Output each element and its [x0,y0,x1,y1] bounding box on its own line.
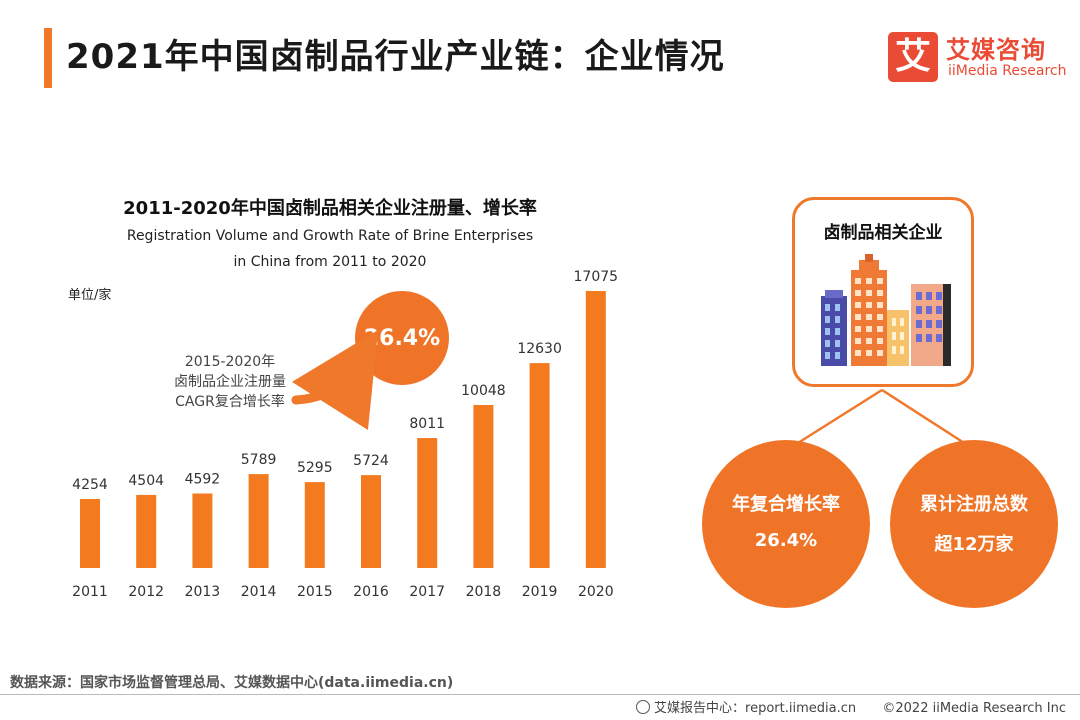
bars-layer: 4254 2011 4504 2012 4592 2013 5789 2014 5295 2015… [72,269,618,600]
chart-subtitle-line1: Registration Volume and Growth Rate of B… [126,228,534,244]
bar-value-label-2016: 5724 [353,453,389,469]
globe-icon [636,700,651,714]
cagr-circle: 年复合增长率 26.4% [702,440,870,608]
x-tick-label-2016: 2016 [353,584,389,600]
bar-value-label-2018: 10048 [461,383,506,399]
bar-2014 [248,474,269,568]
x-tick-label-2020: 2020 [578,584,614,600]
logo-name-en: iiMedia Research [948,63,1067,79]
bar-value-label-2013: 4592 [185,472,221,488]
cagr-note-line2: 卤制品企业注册量 [174,374,286,390]
cagr-arrow-icon [291,329,379,431]
x-tick-label-2011: 2011 [72,584,108,600]
bar-value-label-2012: 4504 [128,473,164,489]
cagr-note-line3: CAGR复合增长率 [175,394,285,410]
buildings-icon [821,254,951,366]
chart-subtitle-line2: in China from 2011 to 2020 [233,254,427,270]
bar-value-label-2020: 17075 [574,269,619,285]
report-center-link[interactable]: 艾媒报告中心：report.iimedia.cn [654,701,857,716]
logo-name-cn: 艾媒咨询 [946,36,1046,64]
bar-2013 [192,493,213,568]
footer: 艾媒报告中心：report.iimedia.cn ©2022 iiMedia R… [636,697,1066,716]
bar-2019 [529,363,550,568]
bar-2016 [361,475,381,568]
company-box: 卤制品相关企业 [792,197,974,387]
bar-2018 [473,404,494,568]
x-tick-label-2017: 2017 [409,584,445,600]
cagr-note: 2015-2020年 卤制品企业注册量 CAGR复合增长率 [150,352,310,412]
x-tick-label-2012: 2012 [128,584,164,600]
total-circle-label: 累计注册总数 [920,494,1028,515]
x-tick-label-2013: 2013 [185,584,221,600]
bar-2020 [585,291,606,568]
cagr-circle-value: 26.4% [754,530,818,551]
brand-logo: 艾 艾媒咨询 iiMedia Research [888,30,1068,86]
bar-value-label-2015: 5295 [297,460,333,476]
cagr-note-line1: 2015-2020年 [184,354,276,370]
title-accent-bar [44,28,52,88]
bar-value-label-2019: 12630 [517,341,562,357]
y-axis-unit-label: 单位/家 [68,288,112,303]
bar-2015 [304,482,325,568]
cagr-circle-label: 年复合增长率 [732,494,840,515]
bar-value-label-2017: 8011 [409,416,445,432]
total-circle: 累计注册总数 超12万家 [890,440,1058,608]
connector-left [789,388,883,450]
page-title: 2021年中国卤制品行业产业链：企业情况 [66,37,725,77]
copyright: ©2022 iiMedia Research Inc [882,701,1066,716]
bar-2012 [136,494,157,568]
bar-2017 [417,438,438,568]
x-tick-label-2015: 2015 [297,584,333,600]
footer-divider [0,694,1080,695]
logo-mark-icon: 艾 [888,32,938,82]
x-tick-label-2014: 2014 [241,584,277,600]
bar-2011 [80,498,100,568]
bar-value-label-2011: 4254 [72,477,108,493]
total-circle-value: 超12万家 [934,534,1014,555]
bar-value-label-2014: 5789 [241,452,277,468]
x-tick-label-2019: 2019 [522,584,558,600]
connector-right [881,388,973,450]
chart-title: 2011-2020年中国卤制品相关企业注册量、增长率 [123,198,537,219]
company-box-title: 卤制品相关企业 [823,223,943,243]
cagr-highlight-circle [355,291,449,385]
data-source: 数据来源：国家市场监督管理总局、艾媒数据中心(data.iimedia.cn) [10,675,454,691]
x-tick-label-2018: 2018 [466,584,502,600]
